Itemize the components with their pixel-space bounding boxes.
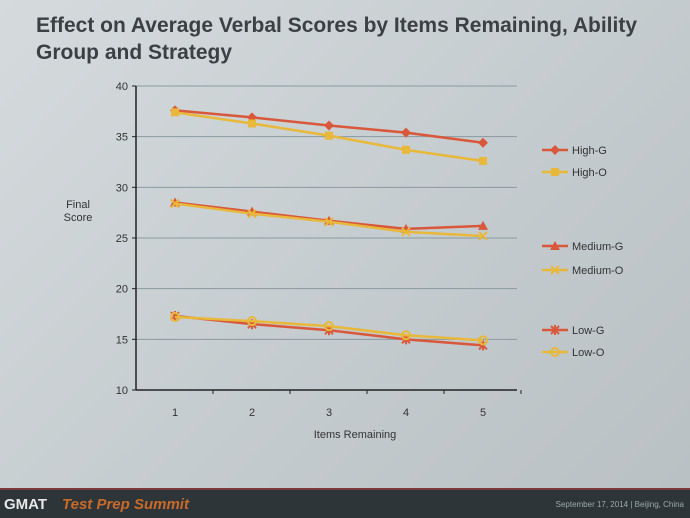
- legend-marker-low-g: [550, 325, 560, 335]
- x-tick-label: 5: [480, 407, 486, 419]
- data-point-medium-o: [401, 227, 411, 237]
- data-point-low-o: [324, 321, 334, 332]
- data-point-high-g: [478, 137, 488, 148]
- data-point-high-g: [324, 120, 334, 131]
- legend-marker-high-o: [551, 168, 559, 176]
- data-point-medium-o: [478, 231, 488, 241]
- x-tick-label: 1: [172, 407, 178, 419]
- legend-label-high-g: High-G: [572, 145, 607, 157]
- data-point-low-o: [478, 335, 488, 346]
- legend-label-high-o: High-O: [572, 167, 607, 179]
- footer-date: September 17, 2014 | Beijing, China: [555, 500, 684, 509]
- data-point-high-o: [248, 119, 256, 128]
- y-tick-label: 40: [116, 81, 128, 93]
- y-tick-label: 10: [116, 385, 128, 397]
- footer-logo: GMAT: [4, 496, 48, 513]
- data-point-high-o: [325, 131, 333, 140]
- slide-title: Effect on Average Verbal Scores by Items…: [36, 14, 638, 64]
- x-tick-label: 2: [249, 407, 255, 419]
- data-point-low-o: [170, 312, 180, 323]
- x-axis-label: Items Remaining: [314, 429, 397, 441]
- footer-event: Test Prep Summit: [62, 496, 189, 513]
- series-line-medium-g: [174, 201, 484, 231]
- y-tick-label: 35: [116, 132, 128, 144]
- legend-marker-medium-g: [550, 241, 560, 250]
- legend-marker-low-o: [550, 347, 560, 357]
- legend-label-low-g: Low-G: [572, 325, 604, 337]
- legend-label-medium-g: Medium-G: [572, 241, 623, 253]
- x-tick-label: 3: [326, 407, 332, 419]
- legend-marker-medium-o: [550, 265, 560, 275]
- y-tick-label: 30: [116, 182, 128, 194]
- legend-marker-high-g: [550, 145, 560, 155]
- data-point-high-o: [402, 145, 410, 154]
- y-tick-label: 15: [116, 334, 128, 346]
- x-tick-label: 4: [403, 407, 409, 419]
- series-line-low-o: [174, 315, 484, 342]
- data-point-medium-o: [324, 217, 334, 227]
- data-point-medium-o: [247, 208, 257, 219]
- data-point-medium-o: [170, 198, 180, 209]
- data-point-medium-g: [478, 220, 488, 230]
- data-point-high-o: [479, 156, 487, 165]
- data-point-high-g: [401, 127, 411, 138]
- data-point-high-o: [171, 108, 179, 117]
- legend-label-medium-o: Medium-O: [572, 265, 624, 277]
- footer-bar: GMAT Test Prep Summit September 17, 2014…: [0, 488, 690, 518]
- data-point-low-o: [247, 316, 257, 327]
- legend-label-low-o: Low-O: [572, 347, 605, 359]
- y-tick-label: 25: [116, 233, 128, 245]
- y-tick-label: 20: [116, 284, 128, 296]
- data-point-low-o: [401, 330, 411, 341]
- y-axis-label: Final Score: [64, 199, 93, 224]
